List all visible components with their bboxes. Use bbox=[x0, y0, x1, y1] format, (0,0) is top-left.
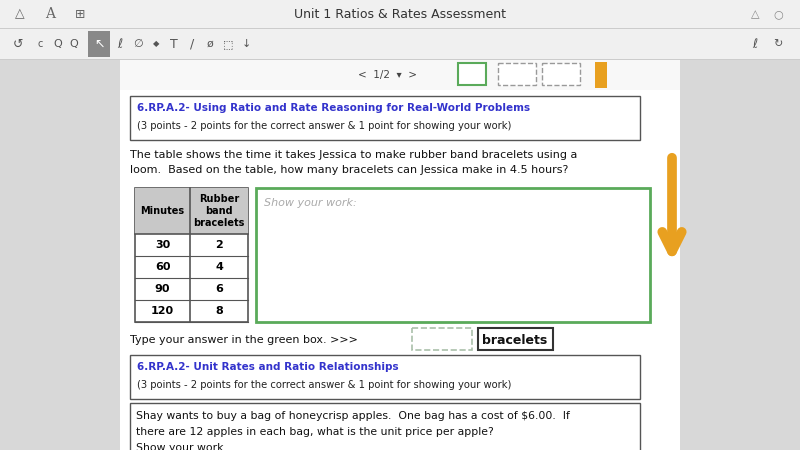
Text: ℓ: ℓ bbox=[118, 37, 122, 50]
Text: ⬚: ⬚ bbox=[222, 39, 234, 49]
Bar bbox=[542, 63, 580, 85]
Text: ⊞: ⊞ bbox=[74, 8, 86, 21]
Text: 6: 6 bbox=[215, 284, 223, 294]
Bar bbox=[595, 62, 607, 88]
Text: there are 12 apples in each bag, what is the unit price per apple?: there are 12 apples in each bag, what is… bbox=[136, 427, 494, 437]
Bar bbox=[0, 59, 800, 60]
Text: <  1/2  ▾  >: < 1/2 ▾ > bbox=[358, 70, 417, 80]
Text: Unit 1 Ratios & Rates Assessment: Unit 1 Ratios & Rates Assessment bbox=[294, 8, 506, 21]
Bar bbox=[498, 63, 536, 85]
Text: 8: 8 bbox=[215, 306, 223, 316]
Text: 120: 120 bbox=[151, 306, 174, 316]
Bar bbox=[458, 63, 486, 85]
Text: ℓ: ℓ bbox=[753, 37, 758, 50]
Text: Minutes: Minutes bbox=[141, 206, 185, 216]
Text: 90: 90 bbox=[154, 284, 170, 294]
Text: Q: Q bbox=[70, 39, 78, 49]
Text: Shay wants to buy a bag of honeycrisp apples.  One bag has a cost of $6.00.  If: Shay wants to buy a bag of honeycrisp ap… bbox=[136, 411, 570, 421]
Text: △: △ bbox=[750, 9, 759, 19]
Text: 6.RP.A.2- Unit Rates and Ratio Relationships: 6.RP.A.2- Unit Rates and Ratio Relations… bbox=[137, 362, 398, 372]
Text: 2: 2 bbox=[215, 240, 223, 250]
Text: ↺: ↺ bbox=[13, 37, 23, 50]
Bar bbox=[135, 188, 248, 322]
Bar bbox=[130, 96, 640, 140]
Bar bbox=[130, 355, 640, 399]
Bar bbox=[0, 29, 800, 59]
Text: Show your work.: Show your work. bbox=[136, 443, 227, 450]
Bar bbox=[0, 28, 800, 29]
Text: ↻: ↻ bbox=[774, 39, 782, 49]
Text: ∅: ∅ bbox=[133, 39, 143, 49]
Text: ◆: ◆ bbox=[153, 40, 159, 49]
Bar bbox=[256, 188, 650, 322]
Bar bbox=[120, 90, 680, 450]
Bar bbox=[412, 328, 472, 350]
Text: 60: 60 bbox=[154, 262, 170, 272]
Text: ø: ø bbox=[206, 39, 214, 49]
Bar bbox=[120, 60, 780, 90]
Text: A: A bbox=[45, 7, 55, 21]
Text: Rubber
band
bracelets: Rubber band bracelets bbox=[194, 194, 245, 228]
Text: /: / bbox=[190, 37, 194, 50]
Text: ↓: ↓ bbox=[242, 39, 250, 49]
Text: c: c bbox=[38, 39, 42, 49]
Text: ↖: ↖ bbox=[94, 37, 104, 50]
Text: T: T bbox=[170, 37, 178, 50]
Text: (3 points - 2 points for the correct answer & 1 point for showing your work): (3 points - 2 points for the correct ans… bbox=[137, 121, 511, 131]
Text: 4: 4 bbox=[215, 262, 223, 272]
Text: Type your answer in the green box. >>>: Type your answer in the green box. >>> bbox=[130, 335, 358, 345]
Text: 30: 30 bbox=[155, 240, 170, 250]
Text: Q: Q bbox=[54, 39, 62, 49]
Bar bbox=[478, 328, 553, 350]
Text: ○: ○ bbox=[773, 9, 783, 19]
Text: bracelets: bracelets bbox=[482, 333, 548, 346]
Text: The table shows the time it takes Jessica to make rubber band bracelets using a: The table shows the time it takes Jessic… bbox=[130, 150, 578, 160]
Bar bbox=[680, 60, 800, 450]
Text: △: △ bbox=[15, 8, 25, 21]
Text: loom.  Based on the table, how many bracelets can Jessica make in 4.5 hours?: loom. Based on the table, how many brace… bbox=[130, 165, 568, 175]
Bar bbox=[135, 188, 248, 234]
Text: 6.RP.A.2- Using Ratio and Rate Reasoning for Real-World Problems: 6.RP.A.2- Using Ratio and Rate Reasoning… bbox=[137, 103, 530, 113]
Bar bbox=[0, 0, 800, 28]
Bar bbox=[88, 31, 110, 57]
Text: Show your work:: Show your work: bbox=[264, 198, 357, 208]
Bar bbox=[0, 60, 120, 450]
Bar bbox=[130, 403, 640, 450]
Text: (3 points - 2 points for the correct answer & 1 point for showing your work): (3 points - 2 points for the correct ans… bbox=[137, 380, 511, 390]
